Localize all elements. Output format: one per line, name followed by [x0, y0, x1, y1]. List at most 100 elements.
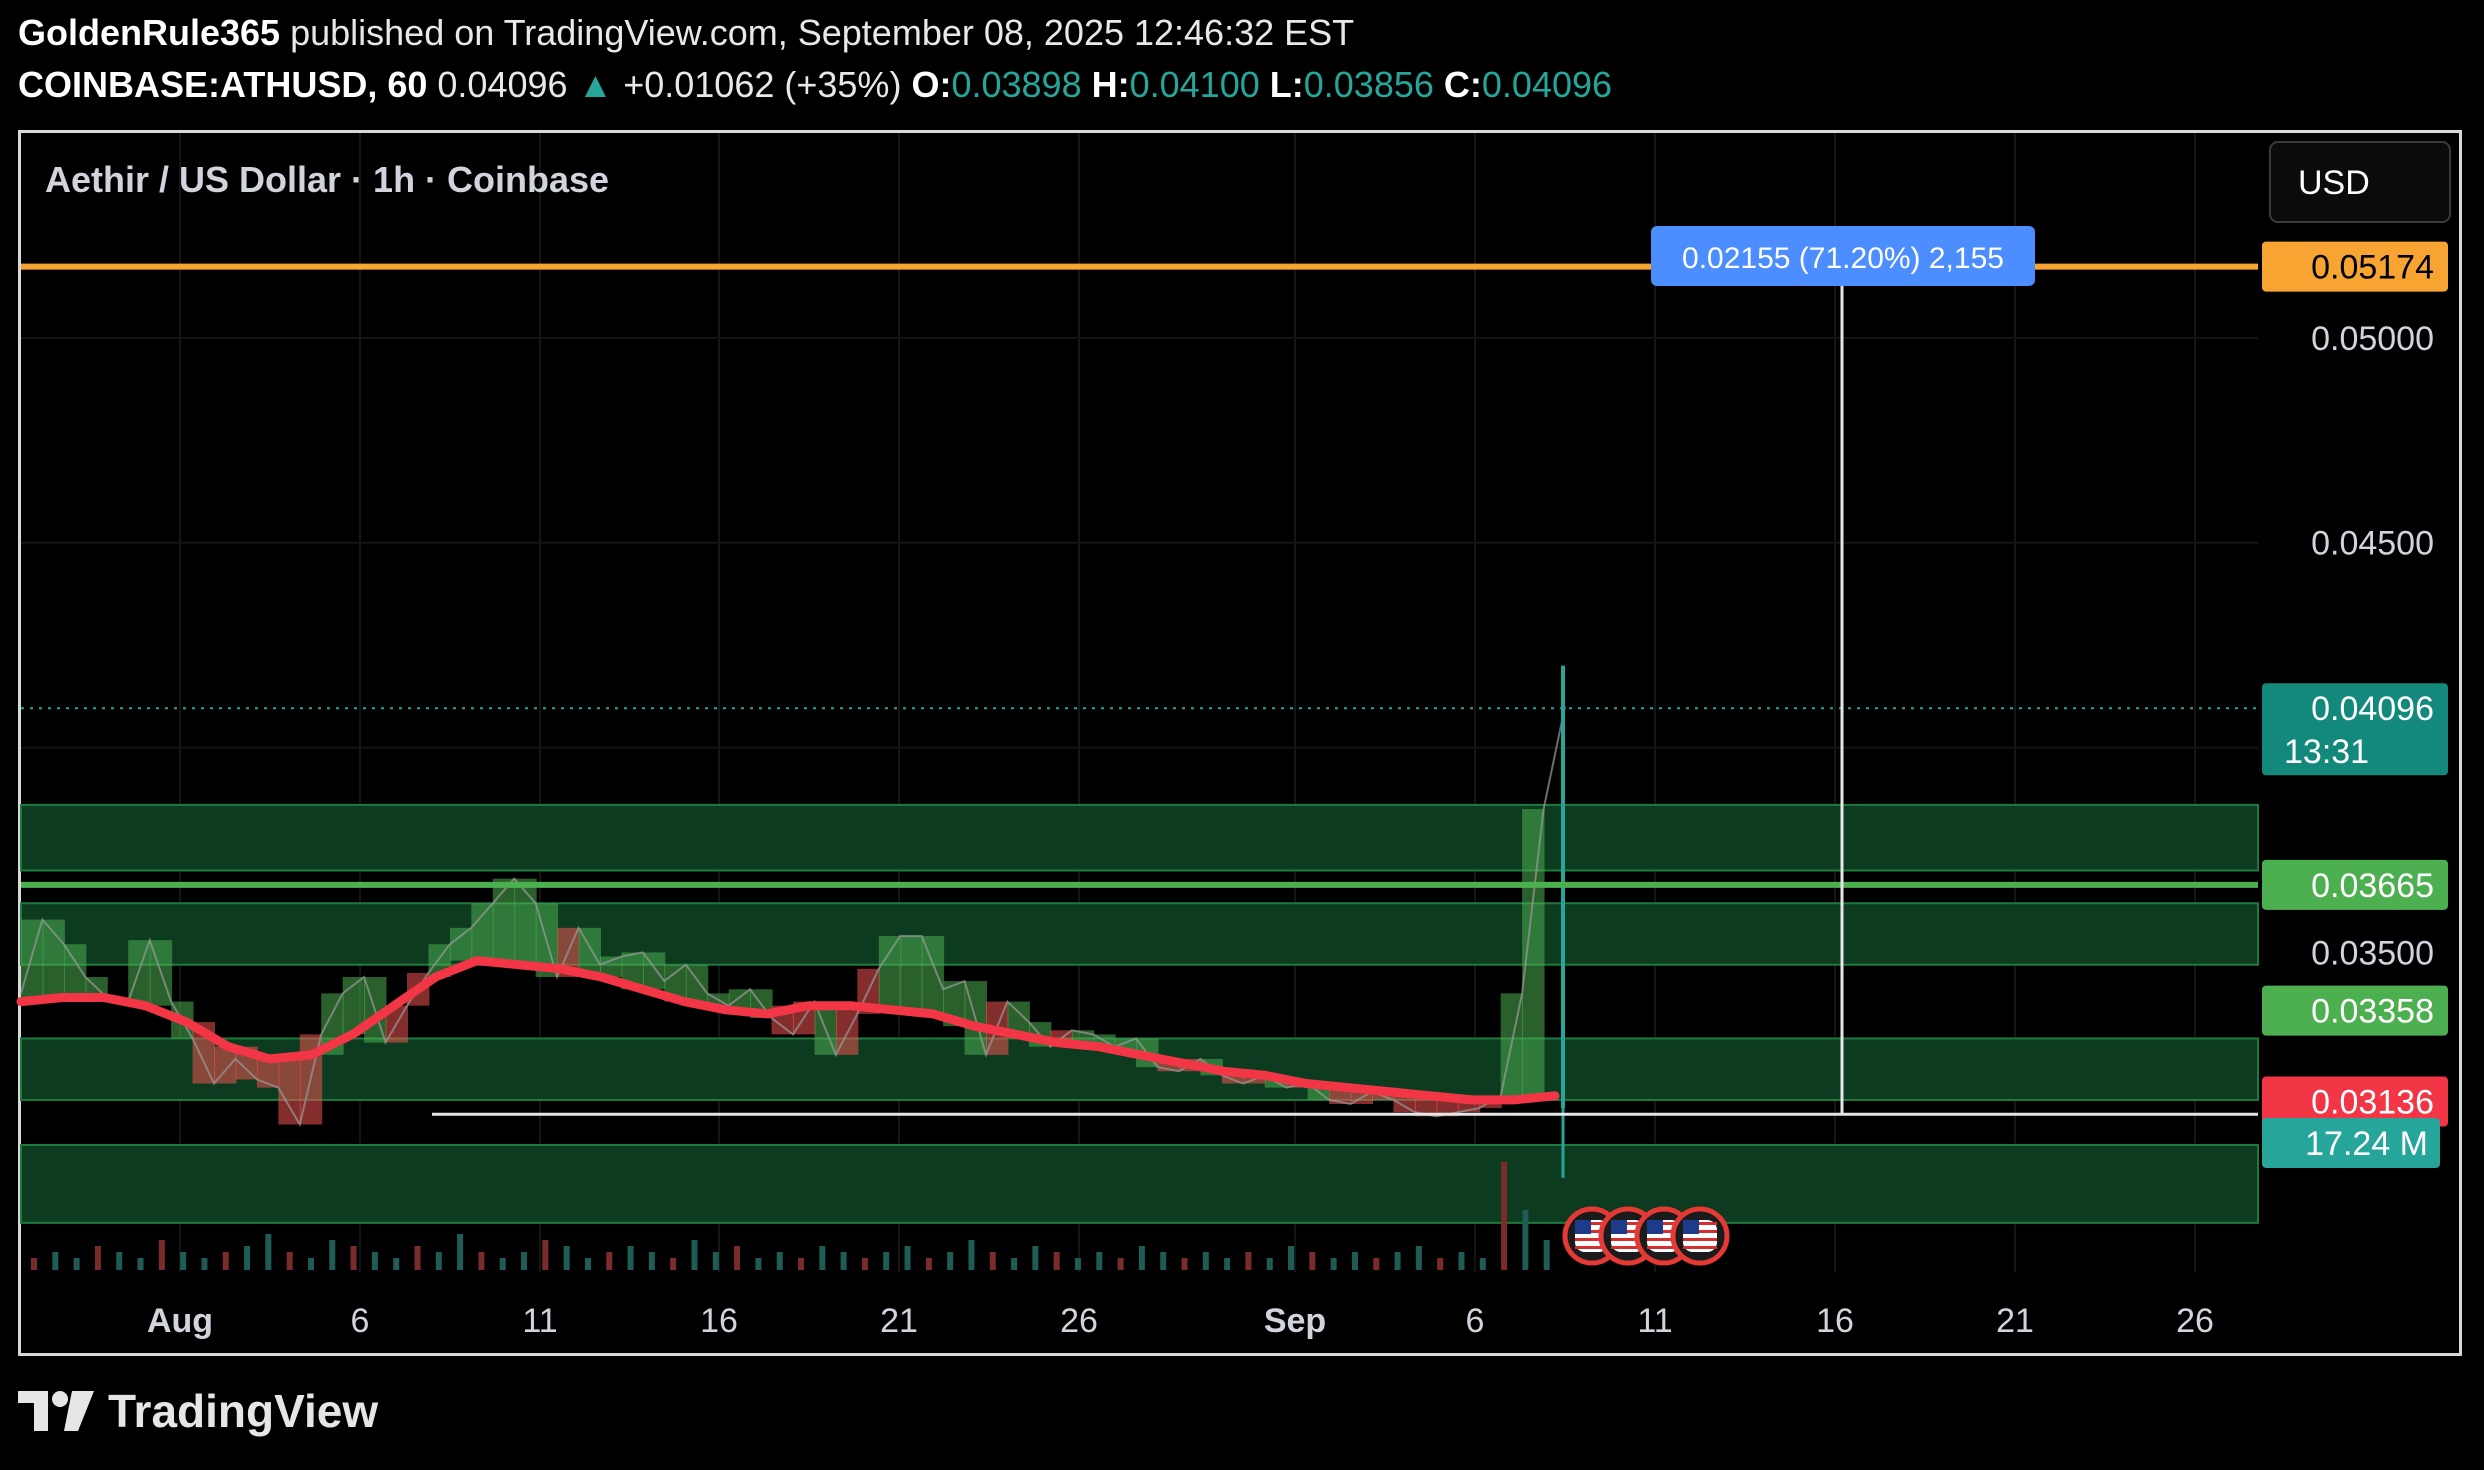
- volume-bar: [989, 1252, 996, 1270]
- volume-bar: [1224, 1258, 1231, 1270]
- volume-bar: [1351, 1252, 1358, 1270]
- flag-stripe: [1647, 1238, 1681, 1241]
- volume-bar: [1373, 1258, 1380, 1270]
- support-zone-1: [20, 902, 2259, 966]
- symbol-label: COINBASE:ATHUSD, 60: [18, 64, 428, 105]
- volume-bar: [158, 1240, 165, 1270]
- volume-bar: [31, 1258, 37, 1270]
- volume-bar: [137, 1258, 144, 1270]
- close-value: 0.04096: [1481, 64, 1613, 105]
- volume-bar: [1458, 1252, 1465, 1270]
- flag-stripe: [1575, 1246, 1609, 1249]
- event-flags: [1562, 1206, 1730, 1266]
- flag-stripe: [1683, 1230, 1717, 1233]
- price-change: +0.01062 (+35%): [623, 64, 902, 105]
- author-name[interactable]: GoldenRule365: [18, 12, 281, 53]
- price-badge-004096: [2262, 683, 2448, 776]
- volume-bar: [1309, 1252, 1316, 1270]
- flag-stripe: [1647, 1230, 1681, 1233]
- volume-badge: [2262, 1117, 2440, 1168]
- last-price: 0.04096: [437, 64, 568, 105]
- cloud-segment: [471, 903, 494, 961]
- ohlc-line: COINBASE:ATHUSD, 60 0.04096 ▲ +0.01062 (…: [18, 64, 1612, 106]
- cloud-segment: [63, 944, 87, 998]
- countdown-label: 13:31: [2284, 733, 2369, 771]
- volume-bar: [457, 1234, 464, 1270]
- volume-bar: [584, 1258, 591, 1270]
- volume-bars: [31, 1162, 1550, 1270]
- cloud-segment: [642, 952, 666, 990]
- y-tick-label: 0.03500: [2311, 934, 2434, 972]
- volume-bar: [1501, 1162, 1508, 1270]
- volume-bar: [648, 1252, 655, 1270]
- close-label: C:: [1443, 64, 1482, 105]
- volume-bar: [521, 1252, 528, 1270]
- flag-canton: [1647, 1220, 1663, 1234]
- x-tick-label: 21: [880, 1302, 918, 1340]
- volume-bar: [478, 1252, 485, 1270]
- price-badge-label: 0.03358: [2311, 993, 2434, 1031]
- volume-bar: [606, 1252, 613, 1270]
- tradingview-logo: TradingView: [18, 1384, 378, 1438]
- volume-bar: [861, 1258, 868, 1270]
- grid-lines: [21, 133, 2258, 1272]
- volume-bar: [542, 1240, 549, 1270]
- open-label: O:: [911, 64, 952, 105]
- volume-bar: [1138, 1246, 1145, 1270]
- price-badge-003358: [2262, 985, 2448, 1036]
- volume-bar: [265, 1234, 272, 1270]
- price-badge-label: 0.04096: [2311, 690, 2434, 728]
- volume-bar: [1202, 1252, 1209, 1270]
- measure-label-box: [1651, 226, 2035, 286]
- volume-badge-label: 17.24 M: [2305, 1125, 2428, 1163]
- volume-bar: [840, 1252, 847, 1270]
- volume-bar: [1245, 1252, 1252, 1270]
- price-badge-label: 0.03136: [2311, 1084, 2434, 1122]
- volume-bar: [350, 1246, 357, 1270]
- price-badge-label: 0.05174: [2311, 249, 2434, 287]
- flag-canton: [1683, 1220, 1699, 1234]
- cloud-segment: [1007, 1001, 1030, 1035]
- volume-bar: [1117, 1258, 1124, 1270]
- high-label: H:: [1091, 64, 1130, 105]
- x-tick-label: 26: [2176, 1302, 2214, 1340]
- cloud-segment: [578, 927, 601, 978]
- moving-average-line: [16, 956, 1560, 1105]
- low-value: 0.03856: [1303, 64, 1434, 105]
- x-tick-label: Aug: [147, 1302, 213, 1340]
- volume-bar: [1181, 1258, 1188, 1270]
- volume-bar: [904, 1246, 911, 1270]
- volume-bar: [925, 1258, 932, 1270]
- currency-button[interactable]: [2269, 141, 2451, 223]
- cloud-segment: [449, 927, 473, 961]
- x-tick-label: 6: [1466, 1302, 1485, 1340]
- x-tick-label: 11: [1637, 1302, 1672, 1340]
- volume-bar: [1330, 1258, 1337, 1270]
- flag-stripe: [1647, 1222, 1681, 1225]
- flag-stripe: [1683, 1238, 1717, 1241]
- price-badge-003665: [2262, 859, 2448, 910]
- flag-stripe: [1611, 1246, 1645, 1249]
- support-zone-0: [20, 803, 2259, 872]
- x-tick-label: Sep: [1264, 1302, 1326, 1340]
- volume-bar: [734, 1246, 741, 1270]
- y-tick-label: 0.04500: [2311, 525, 2434, 563]
- volume-bar: [883, 1252, 890, 1270]
- low-label: L:: [1269, 64, 1304, 105]
- cloud-segment: [921, 936, 945, 1014]
- flag-stripe: [1683, 1246, 1717, 1249]
- volume-bar: [286, 1252, 293, 1270]
- publish-line: GoldenRule365 published on TradingView.c…: [18, 12, 1354, 54]
- flag-stripe: [1575, 1230, 1609, 1233]
- support-zone-3: [20, 1143, 2259, 1224]
- price-badge-005174: [2262, 241, 2448, 292]
- volume-bar: [1053, 1252, 1060, 1270]
- published-text: published on TradingView.com, September …: [290, 12, 1355, 53]
- price-badges: 0.05174 0.03665 0.04096 13:31 0.03358 0.03136…: [2262, 241, 2448, 1168]
- tradingview-logo-icon: [18, 1389, 94, 1433]
- cloud-segment: [278, 1058, 301, 1125]
- cloud-segment: [1393, 1095, 1416, 1113]
- price-axis: 0.05000 0.04500 0.03500: [2311, 320, 2434, 973]
- cloud-segment: [1414, 1095, 1438, 1117]
